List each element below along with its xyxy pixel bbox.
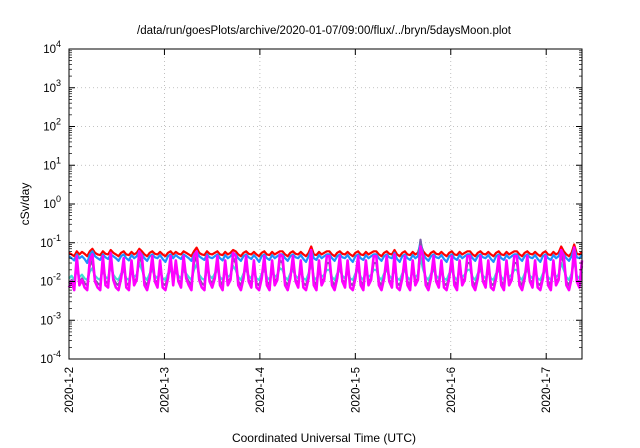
y-tick-label: 10-1: [40, 233, 61, 250]
x-tick-label: 2020-1-5: [350, 367, 362, 413]
x-tick-label: 2020-1-4: [255, 366, 267, 413]
series-layer: [67, 238, 584, 292]
y-tick-label: 100: [43, 194, 61, 211]
x-tick-label: 2020-1-7: [541, 367, 553, 413]
y-axis-label: cSv/day: [18, 183, 32, 226]
x-axis-ticks: 2020-1-2 2020-1-3 2020-1-4 2020-1-5 2020-1-6…: [64, 49, 553, 413]
grid-lines: [69, 49, 582, 359]
y-tick-label: 10-4: [40, 349, 61, 366]
x-tick-label: 2020-1-2: [64, 367, 76, 413]
y-tick-label: 104: [43, 39, 61, 56]
y-tick-label: 10-2: [40, 272, 61, 289]
series-line: [67, 245, 584, 292]
y-axis-ticks: 10-4 10-3 10-2 10-1 100 101 102 103 104: [40, 39, 582, 366]
y-tick-label: 101: [43, 155, 61, 172]
x-tick-label: 2020-1-3: [159, 367, 171, 413]
y-tick-label: 103: [43, 78, 61, 95]
x-axis-label: Coordinated Universal Time (UTC): [232, 431, 416, 445]
series-line: [68, 240, 583, 265]
chart-title: /data/run/goesPlots/archive/2020-01-07/0…: [137, 25, 512, 37]
y-tick-label: 10-3: [40, 310, 61, 327]
series-line: [68, 243, 583, 258]
x-tick-label: 2020-1-6: [446, 367, 458, 413]
y-tick-label: 102: [43, 117, 61, 134]
